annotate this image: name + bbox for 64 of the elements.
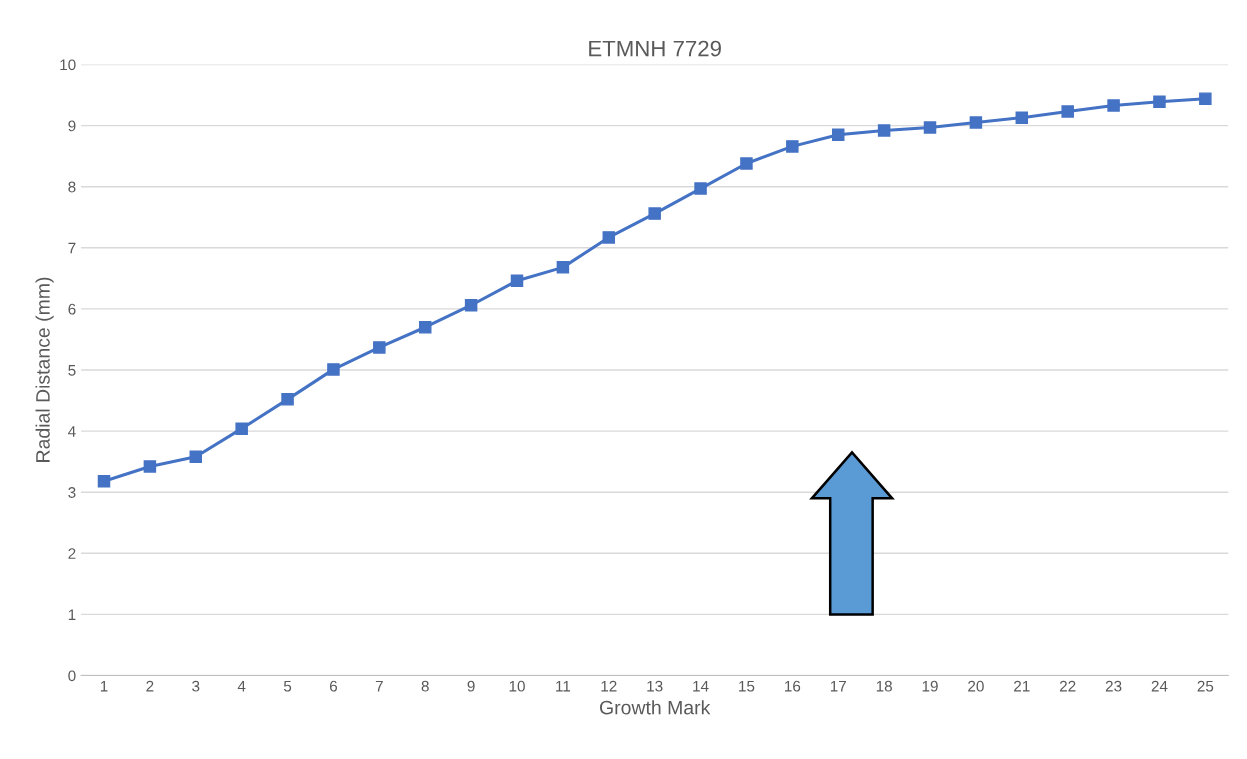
- chart-title: ETMNH 7729: [589, 40, 721, 57]
- y-tick-label: 7: [68, 242, 76, 254]
- x-tick-label: 24: [1151, 680, 1168, 692]
- point: [1015, 111, 1029, 124]
- x-tick-label: 17: [830, 680, 846, 692]
- x-tick-label: 1: [100, 680, 108, 692]
- point: [464, 298, 478, 312]
- point: [189, 450, 203, 464]
- y-axis-title: Radial Distance (mm): [35, 277, 54, 462]
- point: [740, 157, 753, 170]
- point: [877, 124, 891, 137]
- x-tick-label: 3: [192, 680, 200, 692]
- point: [281, 393, 294, 406]
- x-tick-label: 9: [467, 680, 475, 692]
- point: [694, 182, 707, 195]
- x-tick-label: 19: [922, 680, 938, 692]
- x-tick-label: 25: [1197, 680, 1214, 692]
- y-tick-label: 0: [68, 670, 76, 682]
- point: [556, 261, 570, 274]
- point: [418, 320, 432, 334]
- x-tick-label: 6: [329, 680, 338, 692]
- x-tick-label: 8: [421, 680, 429, 692]
- point: [143, 460, 157, 473]
- x-tick-label: 14: [693, 680, 709, 692]
- x-axis-title: Growth Mark: [600, 700, 711, 715]
- y-tick-label: 1: [68, 609, 76, 620]
- y-tick-label: 6: [68, 303, 76, 315]
- x-tick-label: 15: [739, 680, 755, 692]
- x-tick-label: 4: [237, 680, 246, 692]
- point: [1107, 99, 1120, 112]
- x-tick-label: 11: [556, 680, 571, 692]
- point: [97, 474, 111, 488]
- point: [1153, 95, 1166, 109]
- y-tick-label: 8: [68, 181, 76, 193]
- x-tick-label: 2: [146, 680, 154, 692]
- point: [1061, 105, 1074, 118]
- x-tick-label: 23: [1105, 680, 1122, 692]
- point: [510, 274, 524, 288]
- x-tick-label: 22: [1059, 680, 1076, 692]
- point: [923, 121, 937, 134]
- y-tick-label: 4: [68, 426, 76, 437]
- x-tick-label: 5: [283, 680, 292, 692]
- x-tick-label: 21: [1014, 680, 1030, 692]
- point: [235, 422, 248, 435]
- x-tick-label: 7: [375, 680, 383, 692]
- x-tick-label: 20: [968, 680, 984, 692]
- point: [786, 140, 799, 153]
- point: [969, 116, 983, 129]
- x-tick-label: 13: [647, 680, 663, 692]
- point: [1199, 92, 1212, 105]
- point: [327, 363, 340, 376]
- x-tick-label: 18: [876, 680, 892, 692]
- x-tick-label: 10: [509, 680, 525, 692]
- x-tick-label: 12: [601, 680, 617, 692]
- y-tick-label: 9: [68, 120, 76, 132]
- y-tick-label: 10: [60, 59, 76, 71]
- x-tick-label: 16: [785, 680, 801, 692]
- point: [831, 128, 845, 142]
- y-tick-label: 3: [68, 487, 76, 498]
- point: [373, 341, 386, 354]
- y-tick-label: 5: [68, 365, 76, 376]
- y-tick-label: 2: [68, 548, 76, 559]
- point: [602, 231, 616, 244]
- point: [648, 207, 661, 220]
